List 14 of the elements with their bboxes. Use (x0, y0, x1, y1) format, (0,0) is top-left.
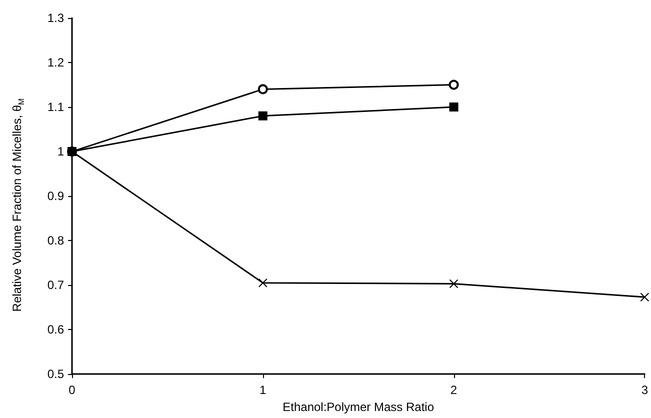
x-tick-label: 1 (260, 383, 267, 398)
y-tick-label: 1.1 (47, 100, 64, 114)
x-tick-label: 0 (68, 383, 76, 398)
y-tick-label: 1.3 (47, 11, 64, 25)
x-tick-label: 3 (641, 383, 648, 398)
y-tick-label: 1 (57, 144, 64, 159)
y-tick-label: 0.8 (47, 234, 64, 248)
y-tick-label: 0.9 (47, 189, 64, 204)
x-tick-label: 2 (450, 383, 458, 398)
y-tick-label: 0.5 (47, 367, 64, 382)
y-tick-label: 0.7 (47, 278, 64, 292)
y-tick-label: 0.6 (47, 322, 64, 337)
y-tick-label: 1.2 (47, 56, 64, 70)
x-axis-title: Ethanol:Polymer Mass Ratio (282, 400, 434, 414)
